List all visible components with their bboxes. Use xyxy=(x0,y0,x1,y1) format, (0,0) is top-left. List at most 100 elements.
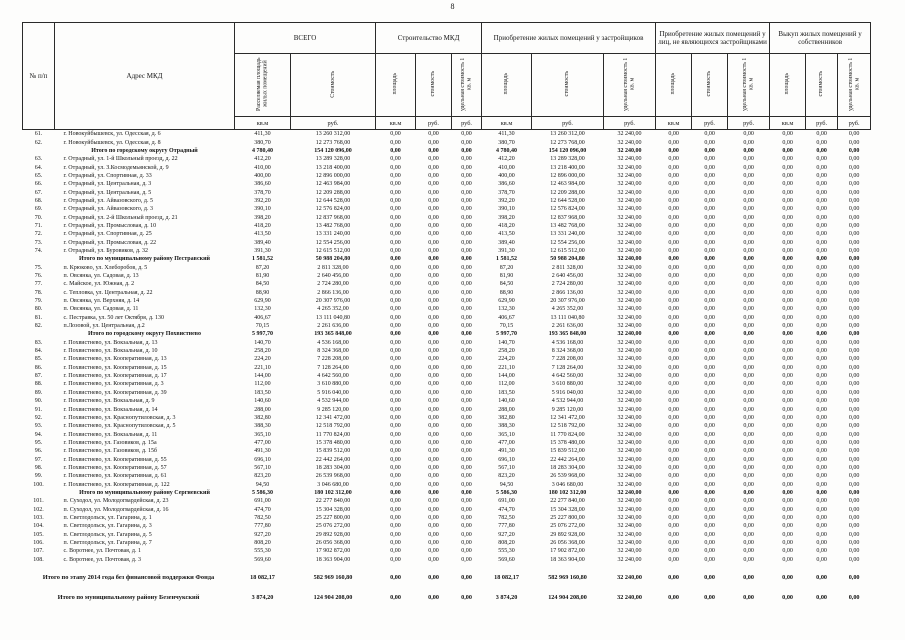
address-cell: п. Светлодольск, ул. Гагарина, д. 5 xyxy=(63,531,152,538)
buyout-unit-cost: 0,00 xyxy=(848,473,860,480)
total-area-sqm: 183,50 xyxy=(254,389,271,396)
subtotal-row: Итого по муниципальному району Сергиевск… xyxy=(23,489,871,497)
total-cost-rub: 50 988 204,80 xyxy=(315,256,351,263)
developer-cost: 13 218 400,00 xyxy=(550,164,585,171)
address-cell: г. Отрадный, ул. Буровиков, д. 32 xyxy=(63,247,149,254)
address-cell: Итого по этапу 2014 года без финансовой … xyxy=(42,574,215,582)
nondeveloper-unit-cost: 0,00 xyxy=(743,231,754,238)
nondeveloper-area: 0,00 xyxy=(668,406,679,413)
construction-cost: 0,00 xyxy=(428,214,439,221)
row-number: 61. xyxy=(34,131,43,138)
construction-unit-cost: 0,00 xyxy=(461,181,472,188)
total-cost-rub: 9 285 120,00 xyxy=(317,406,349,413)
nondeveloper-cost: 0,00 xyxy=(704,540,715,547)
buyout-area: 0,00 xyxy=(782,448,793,455)
developer-area: 491,30 xyxy=(498,448,515,455)
buyout-cost: 0,00 xyxy=(816,381,827,388)
construction-unit-cost: 0,00 xyxy=(461,540,472,547)
nondeveloper-unit-cost: 0,00 xyxy=(743,281,754,288)
rotated-label: удельная стоимость 1 кв. м xyxy=(623,57,636,111)
developer-area: 477,00 xyxy=(498,439,515,446)
table-row: 68. г. Отрадный, ул. Айвазовского, д. 5 39… xyxy=(23,197,871,205)
nondeveloper-area: 0,00 xyxy=(668,306,679,313)
developer-area: 777,80 xyxy=(498,523,515,530)
buyout-cost: 0,00 xyxy=(816,540,827,547)
construction-area: 0,00 xyxy=(390,489,401,496)
total-cost-rub: 12 615 512,00 xyxy=(315,247,351,254)
nondeveloper-area: 0,00 xyxy=(668,339,679,346)
buyout-cost: 0,00 xyxy=(816,239,827,246)
total-area-sqm: 81,90 xyxy=(255,273,270,280)
buyout-unit-cost: 0,00 xyxy=(848,289,860,296)
developer-area: 569,60 xyxy=(498,556,515,563)
col-header-address: Адрес МКД xyxy=(54,22,235,130)
nondeveloper-area: 0,00 xyxy=(668,514,679,521)
total-cost-rub: 15 839 512,00 xyxy=(315,448,351,455)
rotated-label: удельная стоимость 1 кв. м xyxy=(742,57,755,111)
unit-header-developer-purchase-2: руб. xyxy=(603,116,657,130)
nondeveloper-area: 0,00 xyxy=(668,431,679,438)
buyout-cost: 0,00 xyxy=(816,574,827,582)
subcolumn-header-nondeveloper-purchase-1: стоимость xyxy=(691,53,729,117)
subcolumn-header-owner-buyout-2: удельная стоимость 1 кв. м xyxy=(837,53,872,117)
table-row: 63. г. Отрадный, ул. 1-й Школьный проезд,… xyxy=(23,155,871,163)
nondeveloper-cost: 0,00 xyxy=(704,431,715,438)
nondeveloper-unit-cost: 0,00 xyxy=(743,481,754,488)
col-header-row-number: № п/п xyxy=(22,22,55,130)
total-cost-rub: 4 532 944,00 xyxy=(317,398,349,405)
construction-area: 0,00 xyxy=(390,281,401,288)
address-cell: Итого по муниципальному району Сергиевск… xyxy=(79,489,210,496)
construction-cost: 0,00 xyxy=(428,498,439,505)
developer-cost: 13 289 328,00 xyxy=(550,156,585,163)
table-row: 72. г. Отрадный, ул. Спортивная, д. 25 413… xyxy=(23,230,871,238)
address-cell: Итого по городскому округу Отрадный xyxy=(91,147,198,154)
table-body: 61. г. Новокуйбышевск, ул. Одесская, д. 6… xyxy=(23,130,871,604)
developer-cost: 26 539 968,00 xyxy=(550,473,585,480)
buyout-area: 0,00 xyxy=(782,281,793,288)
construction-cost: 0,00 xyxy=(428,264,439,271)
total-cost-rub: 124 904 208,00 xyxy=(313,594,353,602)
total-cost-rub: 13 289 328,00 xyxy=(315,156,351,163)
nondeveloper-unit-cost: 0,00 xyxy=(743,139,754,146)
construction-unit-cost: 0,00 xyxy=(461,273,472,280)
developer-cost: 9 285 120,00 xyxy=(551,406,584,413)
table-row: 64. г. Отрадный, ул. З.Космодемьянской, д… xyxy=(23,163,871,171)
nondeveloper-cost: 0,00 xyxy=(704,314,715,321)
construction-area: 0,00 xyxy=(390,339,401,346)
total-cost-rub: 12 554 256,00 xyxy=(315,239,351,246)
nondeveloper-cost: 0,00 xyxy=(704,273,715,280)
total-area-sqm: 1 581,52 xyxy=(252,256,273,263)
construction-unit-cost: 0,00 xyxy=(461,298,472,305)
construction-area: 0,00 xyxy=(390,181,401,188)
buyout-unit-cost: 0,00 xyxy=(848,594,860,602)
buyout-cost: 0,00 xyxy=(816,314,827,321)
developer-cost: 12 273 768,00 xyxy=(550,139,585,146)
buyout-cost: 0,00 xyxy=(816,164,827,171)
buyout-unit-cost: 0,00 xyxy=(848,222,860,229)
construction-area: 0,00 xyxy=(390,298,401,305)
address-cell: г. Отрадный, ул. 2-й Школьный проезд, д.… xyxy=(63,214,178,221)
subcolumn-header-total-0: Расселяемая площадь жилых помещений xyxy=(234,53,291,117)
buyout-unit-cost: 0,00 xyxy=(848,531,860,538)
buyout-cost: 0,00 xyxy=(816,398,827,405)
nondeveloper-area: 0,00 xyxy=(668,247,679,254)
buyout-area: 0,00 xyxy=(782,323,793,330)
buyout-unit-cost: 0,00 xyxy=(848,214,860,221)
nondeveloper-cost: 0,00 xyxy=(704,364,715,371)
grand-total-row: Итого по этапу 2014 года без финансовой … xyxy=(23,573,871,584)
buyout-area: 0,00 xyxy=(782,222,793,229)
total-area-sqm: 696,10 xyxy=(254,456,271,463)
nondeveloper-area: 0,00 xyxy=(668,273,679,280)
address-cell: г. Похвистнево, ул. Газовиков, д. 15а xyxy=(63,439,157,446)
unit-header-construction-0: кв.м xyxy=(375,116,417,130)
total-area-sqm: 378,70 xyxy=(254,189,271,196)
developer-cost: 2 811 328,00 xyxy=(551,264,584,271)
developer-unit-cost: 32 240,00 xyxy=(617,548,642,555)
nondeveloper-unit-cost: 0,00 xyxy=(743,556,754,563)
developer-unit-cost: 32 240,00 xyxy=(617,431,642,438)
developer-area: 224,20 xyxy=(498,356,515,363)
buyout-cost: 0,00 xyxy=(816,156,827,163)
buyout-cost: 0,00 xyxy=(816,289,827,296)
total-area-sqm: 413,50 xyxy=(254,231,271,238)
nondeveloper-area: 0,00 xyxy=(668,531,679,538)
